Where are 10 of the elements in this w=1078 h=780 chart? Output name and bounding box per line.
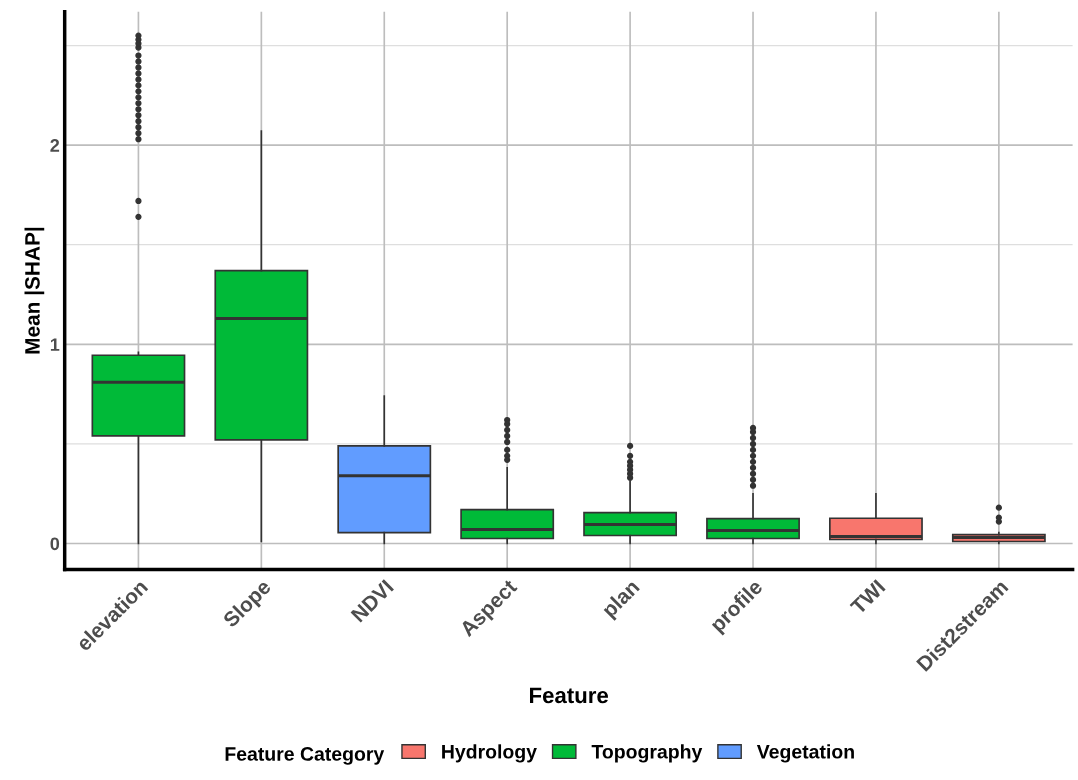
y-tick-label: 1 [50,338,60,351]
y-axis-title: Mean |SHAP| [24,227,45,354]
y-tick-label: 2 [50,139,60,152]
y-tick-label: 0 [50,537,60,551]
x-axis-title: Feature [530,687,609,704]
legend-title: Feature Category [225,747,385,765]
legend-label: Topography [591,744,703,763]
legend-label: Hydrology [442,744,537,763]
legend-label: Vegetation [756,744,854,763]
x-tick-label: TWI [849,579,886,616]
